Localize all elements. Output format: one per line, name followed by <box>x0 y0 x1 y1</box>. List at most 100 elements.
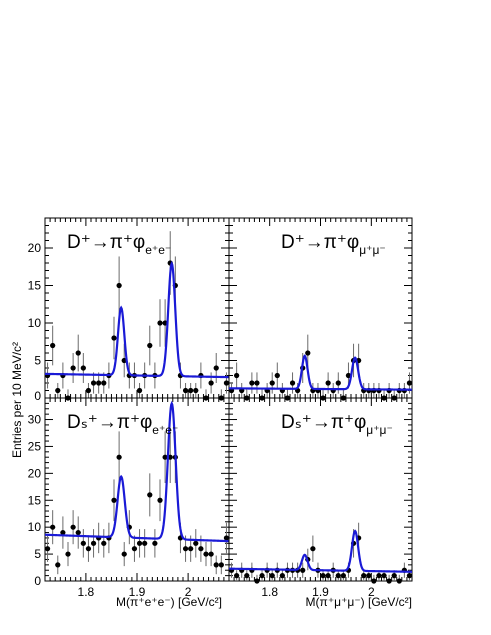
panel-title: D⁺→π⁺φe⁺e⁻ <box>67 232 171 257</box>
data-point <box>198 546 204 552</box>
y-tick-label: 15 <box>28 493 42 507</box>
data-point <box>218 562 224 568</box>
data-point <box>254 578 260 584</box>
data-point <box>111 335 117 341</box>
data-point <box>65 551 71 557</box>
data-point <box>136 540 143 546</box>
data-point <box>289 380 296 386</box>
x-tick-label: 1.9 <box>129 585 146 599</box>
x-tick-label: 1.8 <box>78 585 95 599</box>
data-point <box>345 372 352 379</box>
y-tick-label: 0 <box>34 389 41 403</box>
panel-title-main: D⁺→π⁺φ <box>67 232 145 253</box>
fit-curve <box>44 260 230 379</box>
fit-curve <box>229 529 413 573</box>
fit-curve <box>44 400 230 543</box>
data-point <box>147 492 153 498</box>
panel-title-sub: μ⁺μ⁻ <box>359 243 386 257</box>
data-point <box>340 573 346 579</box>
data-point <box>90 540 97 546</box>
data-point <box>193 387 199 394</box>
y-tick-label: 10 <box>28 520 42 534</box>
data-point <box>213 365 219 371</box>
data-point <box>80 540 86 546</box>
data-point <box>121 551 127 557</box>
data-point <box>310 546 316 552</box>
data-point <box>50 524 56 530</box>
panel-title: Dₛ⁺→π⁺φe⁺e⁻ <box>67 412 178 437</box>
data-point <box>320 573 326 579</box>
y-tick-label: 15 <box>28 279 42 293</box>
data-point <box>182 387 189 394</box>
data-point <box>75 529 81 536</box>
data-point <box>193 540 199 546</box>
data-point <box>157 497 163 503</box>
data-point <box>305 350 311 356</box>
y-tick-label: 25 <box>28 439 42 453</box>
x-axis-label-left: M(π⁺e⁺e⁻) [GeV/c²] <box>116 595 222 609</box>
data-point <box>335 380 341 386</box>
x-axis-label-right: M(π⁺μ⁺μ⁻) [GeV/c²] <box>306 595 412 609</box>
data-point <box>406 573 413 579</box>
data-point <box>152 540 158 546</box>
y-tick-label: 20 <box>28 241 42 255</box>
x-tick-label: 2 <box>185 585 192 599</box>
fit-curve <box>228 354 413 391</box>
panel-title-main: D⁺→π⁺φ <box>281 232 359 253</box>
data-point <box>269 573 275 579</box>
data-point <box>70 524 76 530</box>
data-point <box>136 387 143 394</box>
data-point <box>391 573 397 579</box>
x-tick-label: 2 <box>368 585 375 599</box>
data-point <box>162 454 168 460</box>
data-point <box>274 372 280 379</box>
data-point <box>188 387 194 394</box>
data-point <box>386 578 392 584</box>
data-point <box>325 380 331 386</box>
data-point <box>157 320 163 326</box>
panel-title-main: Dₛ⁺→π⁺φ <box>67 412 152 433</box>
data-point <box>381 573 387 579</box>
y-axis-label: Entries per 10 MeV/c² <box>10 342 24 458</box>
data-point <box>249 380 255 386</box>
y-tick-label: 30 <box>28 413 42 427</box>
data-point <box>101 380 107 386</box>
data-point <box>116 282 122 289</box>
data-point <box>254 380 260 386</box>
data-point <box>111 497 117 503</box>
data-point <box>396 578 402 584</box>
data-point <box>203 551 209 557</box>
y-tick-label: 5 <box>34 547 41 561</box>
y-tick-label: 10 <box>28 316 42 330</box>
data-point <box>55 387 61 394</box>
panel-title-main: Dₛ⁺→π⁺φ <box>281 412 366 433</box>
data-point <box>208 380 214 386</box>
data-point <box>361 573 367 579</box>
y-tick-label: 20 <box>28 466 42 480</box>
data-point <box>269 380 275 386</box>
panel-top-left: 5 10 15 20 0 D⁺→π⁺φe⁺e⁻ <box>28 217 230 403</box>
panel-title-sub: e⁺e⁻ <box>152 423 178 437</box>
panel-bottom-left: 0 5 10 15 20 25 30 1.8 1.9 2 Dₛ⁺→π⁺φe⁺e⁻ <box>28 397 230 599</box>
data-point <box>142 540 148 546</box>
data-point <box>223 380 230 386</box>
data-point <box>50 342 56 349</box>
data-points <box>44 431 230 575</box>
data-point <box>70 365 76 371</box>
data-point <box>182 546 189 552</box>
data-point <box>80 365 86 371</box>
data-point <box>85 387 92 394</box>
data-point <box>279 573 285 579</box>
data-point <box>188 546 194 552</box>
data-point <box>96 380 102 386</box>
y-tick-label: 5 <box>34 354 41 368</box>
data-point <box>234 372 240 379</box>
data-point <box>101 540 107 546</box>
panel-title-sub: μ⁺μ⁻ <box>366 423 393 437</box>
data-point <box>213 562 219 568</box>
data-point <box>85 546 92 552</box>
y-tick-label: 0 <box>34 574 41 588</box>
data-point <box>147 342 153 349</box>
data-point <box>208 551 214 557</box>
